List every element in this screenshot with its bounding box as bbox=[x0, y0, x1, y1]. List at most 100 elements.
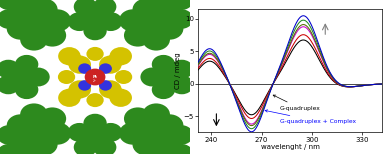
Circle shape bbox=[93, 0, 116, 16]
X-axis label: wavelenght / nm: wavelenght / nm bbox=[261, 144, 319, 150]
Circle shape bbox=[104, 85, 122, 98]
Circle shape bbox=[156, 0, 183, 20]
Circle shape bbox=[112, 49, 129, 63]
Circle shape bbox=[0, 144, 21, 154]
Circle shape bbox=[24, 117, 54, 142]
Circle shape bbox=[136, 12, 167, 37]
Circle shape bbox=[7, 17, 34, 40]
Circle shape bbox=[30, 133, 58, 154]
Circle shape bbox=[9, 67, 34, 87]
Circle shape bbox=[109, 51, 127, 65]
Circle shape bbox=[151, 2, 178, 25]
Circle shape bbox=[74, 0, 97, 16]
Circle shape bbox=[99, 80, 112, 91]
Circle shape bbox=[146, 0, 170, 10]
Circle shape bbox=[93, 138, 116, 154]
Circle shape bbox=[132, 133, 160, 154]
Circle shape bbox=[124, 24, 152, 47]
Circle shape bbox=[69, 80, 91, 98]
Circle shape bbox=[99, 123, 122, 142]
Circle shape bbox=[124, 107, 152, 130]
Circle shape bbox=[0, 75, 20, 94]
Circle shape bbox=[0, 60, 20, 79]
Circle shape bbox=[20, 103, 48, 126]
Circle shape bbox=[15, 80, 38, 99]
Circle shape bbox=[104, 56, 122, 69]
Circle shape bbox=[112, 91, 129, 105]
Circle shape bbox=[71, 82, 89, 96]
Circle shape bbox=[99, 63, 112, 74]
Circle shape bbox=[26, 68, 50, 86]
Circle shape bbox=[58, 89, 81, 107]
Circle shape bbox=[152, 80, 175, 99]
Circle shape bbox=[78, 80, 91, 91]
Circle shape bbox=[38, 107, 66, 130]
Circle shape bbox=[99, 12, 122, 31]
Circle shape bbox=[44, 9, 71, 32]
Circle shape bbox=[38, 24, 66, 47]
Circle shape bbox=[142, 28, 170, 51]
Circle shape bbox=[102, 58, 119, 72]
Circle shape bbox=[146, 125, 170, 145]
Circle shape bbox=[169, 9, 193, 29]
Circle shape bbox=[20, 9, 44, 29]
Circle shape bbox=[156, 67, 181, 87]
Circle shape bbox=[61, 91, 78, 105]
Circle shape bbox=[71, 58, 89, 72]
Circle shape bbox=[7, 0, 34, 20]
Text: G-quadruplex: G-quadruplex bbox=[273, 95, 321, 111]
Circle shape bbox=[85, 69, 105, 85]
Circle shape bbox=[82, 126, 108, 147]
Circle shape bbox=[64, 51, 81, 65]
Circle shape bbox=[119, 122, 147, 145]
Circle shape bbox=[15, 55, 38, 74]
Circle shape bbox=[68, 12, 91, 31]
Circle shape bbox=[170, 60, 194, 79]
Circle shape bbox=[83, 21, 107, 40]
Circle shape bbox=[20, 125, 44, 145]
Circle shape bbox=[86, 47, 104, 61]
Circle shape bbox=[146, 144, 170, 154]
Circle shape bbox=[58, 70, 75, 84]
Circle shape bbox=[66, 53, 83, 67]
Circle shape bbox=[0, 125, 21, 145]
Circle shape bbox=[20, 144, 44, 154]
Circle shape bbox=[64, 89, 81, 103]
Circle shape bbox=[74, 138, 97, 154]
Circle shape bbox=[7, 134, 34, 154]
Circle shape bbox=[78, 63, 91, 74]
Circle shape bbox=[115, 70, 132, 84]
Circle shape bbox=[99, 56, 122, 74]
Circle shape bbox=[102, 82, 119, 96]
Circle shape bbox=[170, 75, 194, 94]
Circle shape bbox=[156, 17, 183, 40]
Circle shape bbox=[156, 134, 183, 154]
Circle shape bbox=[69, 56, 91, 74]
Circle shape bbox=[68, 123, 91, 142]
Circle shape bbox=[30, 0, 58, 21]
Circle shape bbox=[169, 0, 193, 10]
Circle shape bbox=[169, 144, 193, 154]
Circle shape bbox=[20, 28, 48, 51]
Circle shape bbox=[109, 89, 127, 103]
Circle shape bbox=[82, 7, 108, 28]
Y-axis label: CD / mdeg: CD / mdeg bbox=[175, 53, 181, 89]
Text: 2+: 2+ bbox=[93, 79, 97, 83]
Circle shape bbox=[107, 53, 124, 67]
Circle shape bbox=[142, 103, 170, 126]
Circle shape bbox=[7, 114, 34, 137]
Circle shape bbox=[156, 114, 183, 137]
Circle shape bbox=[109, 47, 132, 65]
Circle shape bbox=[83, 114, 107, 133]
Circle shape bbox=[12, 129, 39, 152]
Text: Pt: Pt bbox=[93, 75, 98, 79]
Circle shape bbox=[169, 125, 193, 145]
Circle shape bbox=[66, 87, 83, 101]
Circle shape bbox=[24, 12, 54, 37]
Circle shape bbox=[146, 9, 170, 29]
Circle shape bbox=[61, 49, 78, 63]
Circle shape bbox=[0, 0, 21, 10]
Text: G-quadruplex + Complex: G-quadruplex + Complex bbox=[265, 110, 356, 124]
Circle shape bbox=[136, 117, 167, 142]
Circle shape bbox=[132, 0, 160, 21]
